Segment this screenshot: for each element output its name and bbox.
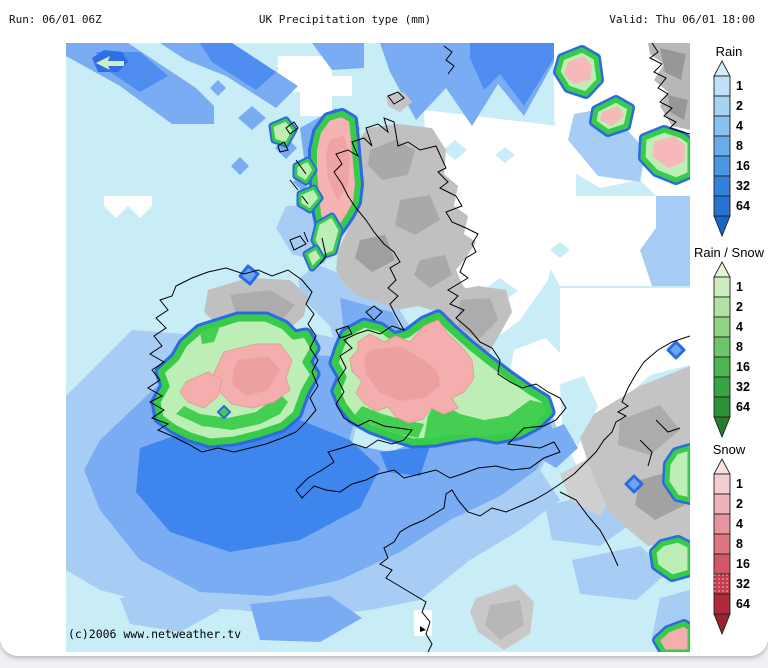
legend-title-rain-snow: Rain / Snow xyxy=(693,245,765,260)
legend-value: 1 xyxy=(736,79,743,93)
legend-value: 4 xyxy=(736,320,743,334)
coastline-anglesey xyxy=(335,325,353,339)
legend-value: 8 xyxy=(736,340,743,354)
coastline-orkney xyxy=(387,91,405,105)
legend-value: 8 xyxy=(736,537,743,551)
island-tick xyxy=(420,626,426,632)
legend-value: 16 xyxy=(736,360,750,374)
legend-scale-snow: 1 2 4 8 16 32 64 xyxy=(713,458,750,636)
cell-wales-england xyxy=(335,316,549,442)
copyright-text: (c)2006 www.netweather.tv xyxy=(68,627,242,641)
legend-title-snow: Snow xyxy=(712,442,746,457)
legend-value: 32 xyxy=(736,179,750,193)
legend-value: 32 xyxy=(736,577,750,591)
page-title: UK Precipitation type (mm) xyxy=(258,13,432,26)
coastline-isle-of-man xyxy=(365,305,383,321)
coastline-great-britain xyxy=(295,117,567,499)
legend-value: 1 xyxy=(736,477,743,491)
precipitation-cells-layer xyxy=(92,50,690,652)
coastline-norway xyxy=(649,43,690,135)
legend-title-rain: Rain xyxy=(715,44,743,59)
coastline-ireland xyxy=(147,267,319,453)
legend-value: 4 xyxy=(736,517,743,531)
weather-map-canvas xyxy=(66,43,690,652)
legend-rain: Rain 1 2 4 8 16 32 64 xyxy=(690,44,768,243)
legend-value: 16 xyxy=(736,557,750,571)
legend-scale-rain: 1 2 4 8 16 32 64 xyxy=(713,60,750,238)
legend-value: 16 xyxy=(736,159,750,173)
legend-value: 4 xyxy=(736,119,743,133)
legend-value: 64 xyxy=(736,597,750,611)
border-france-inland xyxy=(559,491,619,567)
coastline-islay xyxy=(289,231,327,265)
coastline-layer xyxy=(147,43,690,652)
terrain-orkney xyxy=(386,92,412,112)
legend-value: 2 xyxy=(736,300,743,314)
legend-value: 64 xyxy=(736,199,750,213)
cell-chain-northeast xyxy=(558,50,690,180)
legend-snow: Snow 1 2 4 8 16 32 64 xyxy=(690,442,768,641)
weather-map: (c)2006 www.netweather.tv xyxy=(66,43,690,652)
legend-scale-rain-snow: 1 2 4 8 16 32 64 xyxy=(713,261,750,439)
coastline-france xyxy=(379,473,575,652)
coastline-netherlands xyxy=(573,335,690,475)
coastline-hebrides xyxy=(277,121,309,205)
legend-value: 64 xyxy=(736,400,750,414)
legend-rain-snow: Rain / Snow 1 2 4 8 16 32 64 xyxy=(690,245,768,444)
header-bar: Run: 06/01 06Z UK Precipitation type (mm… xyxy=(0,0,768,40)
legend-value: 8 xyxy=(736,139,743,153)
coastline-shetland xyxy=(443,45,455,75)
legend-value: 1 xyxy=(736,280,743,294)
cell-ireland xyxy=(157,318,314,442)
run-time-label: Run: 06/01 06Z xyxy=(9,13,102,26)
valid-time-label: Valid: Thu 06/01 18:00 xyxy=(609,13,755,26)
legend-value: 2 xyxy=(736,497,743,511)
legend-value: 32 xyxy=(736,380,750,394)
legend-column: Rain 1 2 4 8 16 32 64 Rain / Snow 1 2 4 8 16 32 64 Snow 1… xyxy=(690,43,768,652)
border-lowlands xyxy=(639,419,681,467)
legend-value: 2 xyxy=(736,99,743,113)
